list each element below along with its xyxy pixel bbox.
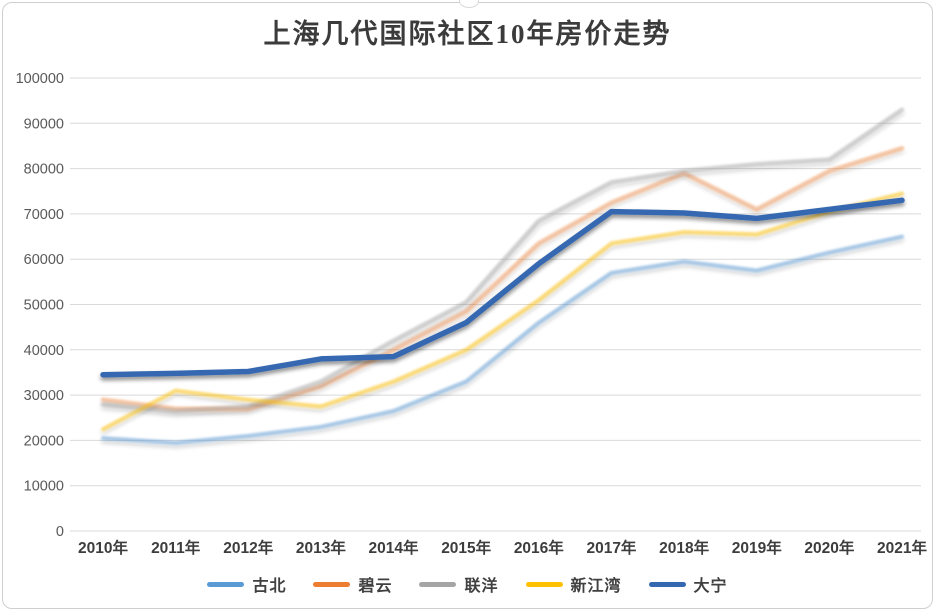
y-tick-label: 0 (56, 524, 64, 540)
legend-swatch-icon (526, 582, 563, 587)
x-tick-label: 2020年 (804, 538, 854, 557)
series-lines (103, 110, 902, 443)
x-tick-label: 2010年 (78, 538, 128, 557)
legend-item-2: 联洋 (419, 572, 498, 596)
x-tick-label: 2012年 (223, 538, 273, 557)
x-tick-label: 2019年 (732, 538, 782, 557)
x-axis-tick-labels: 2010年 2011年 2012年 2013年 2014年 2015年 2016年 2017年… (78, 538, 927, 557)
legend-item-0: 古北 (207, 572, 286, 596)
y-tick-label: 10000 (24, 479, 64, 495)
y-axis-tick-labels: 0 10000 20000 30000 40000 50000 60000 70000 8000… (16, 71, 64, 540)
x-tick-label: 2015年 (441, 538, 491, 557)
series-line-0 (103, 237, 902, 443)
y-tick-label: 20000 (24, 433, 64, 449)
y-tick-label: 80000 (24, 162, 64, 178)
y-tick-label: 70000 (24, 207, 64, 223)
x-tick-label: 2011年 (151, 538, 201, 557)
y-tick-label: 60000 (24, 252, 64, 268)
y-tick-label: 40000 (24, 343, 64, 359)
legend-label: 碧云 (358, 572, 392, 596)
legend-swatch-icon (207, 582, 244, 587)
x-tick-label: 2018年 (659, 538, 709, 557)
series-line-3 (103, 194, 902, 430)
legend-label: 古北 (252, 572, 286, 596)
x-tick-label: 2017年 (586, 538, 636, 557)
legend-swatch-icon (419, 582, 456, 587)
y-tick-label: 50000 (24, 298, 64, 314)
x-tick-label: 2013年 (296, 538, 346, 557)
x-tick-label: 2016年 (514, 538, 564, 557)
x-tick-label: 2014年 (369, 538, 419, 557)
legend-label: 新江湾 (571, 572, 622, 596)
y-tick-label: 30000 (24, 388, 64, 404)
legend-item-4: 大宁 (649, 572, 728, 596)
legend-label: 大宁 (694, 572, 728, 596)
gridlines (70, 78, 921, 531)
legend-item-1: 碧云 (313, 572, 392, 596)
chart-legend: 古北 碧云 联洋 新江湾 大宁 (0, 572, 935, 596)
legend-swatch-icon (649, 582, 686, 587)
y-tick-label: 100000 (16, 71, 64, 87)
legend-item-3: 新江湾 (526, 572, 622, 596)
legend-swatch-icon (313, 582, 350, 587)
y-tick-label: 90000 (24, 116, 64, 132)
legend-label: 联洋 (464, 572, 498, 596)
chart-screenshot: 上海几代国际社区10年房价走势 010000200003000040000500… (0, 0, 935, 611)
series-line-2 (103, 110, 902, 411)
x-tick-label: 2021年 (877, 538, 927, 557)
line-chart-plot: 0 10000 20000 30000 40000 50000 60000 70000 8000… (0, 0, 935, 611)
